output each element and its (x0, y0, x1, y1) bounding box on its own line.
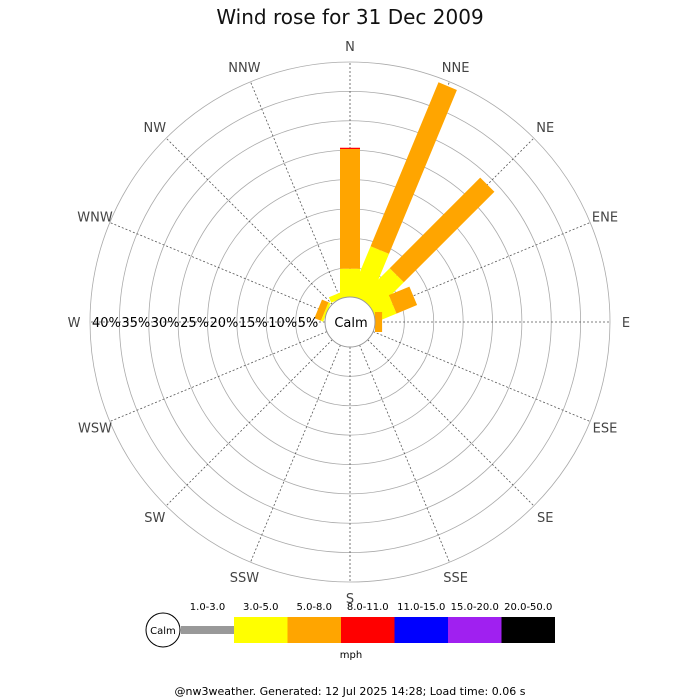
legend-calm-label: Calm (150, 626, 176, 637)
legend-label-bin-6: 20.0-50.0 (504, 602, 552, 613)
grid-spoke (250, 81, 341, 300)
petal-nne-bin-2 (370, 82, 457, 254)
grid-spoke (165, 339, 333, 507)
legend-swatch-bin-4 (394, 617, 448, 643)
petal-n-bin-2 (340, 149, 360, 269)
direction-label-wnw: WNW (77, 210, 113, 225)
ring-label: 30% (151, 316, 180, 331)
ring-label: 20% (210, 316, 239, 331)
legend-calm-circle (145, 612, 181, 648)
legend-swatch-bin-2 (287, 617, 341, 643)
direction-label-se: SE (537, 511, 553, 526)
petal-nnw-bin-1 (328, 289, 350, 303)
direction-label-ene: ENE (592, 210, 618, 225)
direction-label-n: N (345, 40, 355, 55)
petal-wnw-bin-2 (314, 299, 329, 321)
ring-label: 25% (180, 316, 209, 331)
speed-legend: Calm 1.0-3.0 3.0-5.0 5.0-8.0 8.0-11.0 11.0-15… (145, 602, 555, 661)
legend-swatch-bin-0 (181, 626, 234, 634)
legend-label-bin-2: 5.0-8.0 (297, 602, 332, 613)
ring-label: 15% (239, 316, 268, 331)
calm-label: Calm (334, 316, 367, 331)
calm-circle (324, 296, 376, 348)
grid-spoke (372, 222, 591, 313)
petal-wnw-bin-1 (320, 302, 331, 322)
legend-label-bin-3: 8.0-11.0 (347, 602, 389, 613)
footer-text: @nw3weather. Generated: 12 Jul 2025 14:2… (175, 685, 526, 698)
grid-spoke (372, 331, 591, 422)
petal-n-bin-3 (340, 147, 360, 149)
calm-center: Calm (324, 296, 376, 348)
grid-ring (89, 61, 611, 583)
grid-spoke (367, 339, 535, 507)
legend-label-bin-5: 15.0-20.0 (451, 602, 499, 613)
legend-swatch-bin-5 (448, 617, 502, 643)
direction-label-sw: SW (144, 511, 165, 526)
rose-petals (314, 82, 495, 332)
direction-label-nnw: NNW (228, 61, 260, 76)
direction-label-w: W (68, 316, 81, 331)
direction-labels: N NNE NE ENE E ESE SE SSE S SSW SW WSW W WNW NW NNW (68, 40, 631, 607)
legend-unit-label: mph (340, 650, 362, 661)
ring-label: 5% (298, 316, 319, 331)
legend-label-bin-0: 1.0-3.0 (190, 602, 225, 613)
grid-spoke (165, 137, 333, 305)
direction-label-nw: NW (144, 121, 167, 136)
direction-label-ese: ESE (593, 422, 618, 437)
direction-label-s: S (346, 592, 354, 607)
grid-spoke (109, 222, 328, 313)
petal-ne-bin-1 (360, 268, 404, 312)
chart-title: Wind rose for 31 Dec 2009 (216, 5, 483, 29)
grid-spoke (109, 331, 328, 422)
ring-labels: 40% 35% 30% 25% 20% 15% 10% 5% (92, 316, 318, 331)
ring-label: 35% (121, 316, 150, 331)
direction-label-wsw: WSW (78, 422, 112, 437)
direction-label-nne: NNE (442, 61, 470, 76)
legend-label-bin-1: 3.0-5.0 (243, 602, 278, 613)
legend-swatch-bin-6 (501, 617, 555, 643)
legend-swatch-bin-1 (234, 617, 288, 643)
grid-spoke (250, 344, 341, 563)
legend-label-bin-4: 11.0-15.0 (397, 602, 445, 613)
direction-label-ne: NE (536, 121, 554, 136)
ring-label: 40% (92, 316, 121, 331)
petal-nne-bin-1 (350, 246, 389, 303)
petal-e-bin-2 (375, 312, 383, 332)
direction-label-ssw: SSW (230, 571, 260, 586)
petal-ne-bin-2 (389, 177, 495, 283)
direction-label-sse: SSE (443, 571, 468, 586)
legend-swatch-bin-3 (341, 617, 395, 643)
grid-spoke (359, 344, 450, 563)
direction-label-e: E (622, 316, 630, 331)
petal-ene-bin-2 (388, 286, 418, 314)
ring-label: 10% (268, 316, 297, 331)
